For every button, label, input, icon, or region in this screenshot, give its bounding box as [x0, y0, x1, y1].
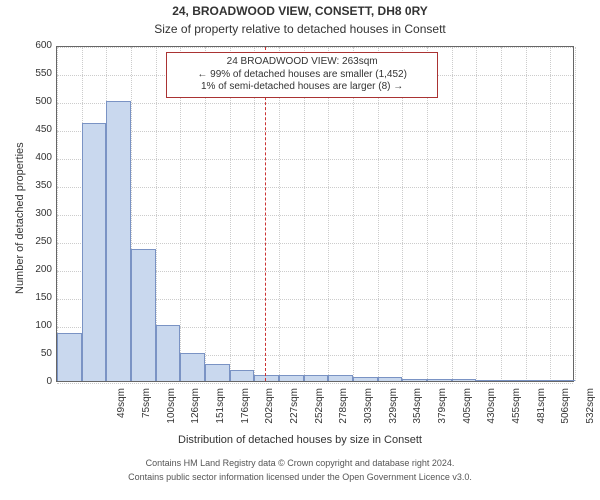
- x-tick-label: 151sqm: [215, 388, 226, 438]
- x-tick-label: 379sqm: [437, 388, 448, 438]
- histogram-bar: [328, 375, 353, 381]
- y-tick-label: 400: [22, 152, 52, 163]
- x-tick-label: 532sqm: [585, 388, 596, 438]
- gridline-v: [452, 47, 453, 381]
- histogram-bar: [353, 377, 378, 381]
- histogram-bar: [180, 353, 205, 381]
- gridline-v: [476, 47, 477, 381]
- x-tick-label: 278sqm: [338, 388, 349, 438]
- histogram-bar: [452, 379, 477, 381]
- histogram-bar: [230, 370, 255, 381]
- y-tick-label: 250: [22, 236, 52, 247]
- chart-container: { "title_main": "24, BROADWOOD VIEW, CON…: [0, 0, 600, 500]
- annotation-box: 24 BROADWOOD VIEW: 263sqm← 99% of detach…: [166, 52, 438, 98]
- annotation-line: ← 99% of detached houses are smaller (1,…: [173, 69, 431, 82]
- y-tick-label: 50: [22, 348, 52, 359]
- gridline-h: [57, 159, 573, 160]
- gridline-v: [550, 47, 551, 381]
- gridline-v: [575, 47, 576, 381]
- gridline-h: [57, 47, 573, 48]
- gridline-h: [57, 215, 573, 216]
- histogram-bar: [57, 333, 82, 381]
- x-tick-label: 354sqm: [412, 388, 423, 438]
- x-tick-label: 100sqm: [166, 388, 177, 438]
- histogram-bar: [476, 380, 501, 381]
- histogram-bar: [526, 380, 551, 381]
- x-tick-label: 126sqm: [190, 388, 201, 438]
- histogram-bar: [501, 380, 526, 381]
- x-tick-label: 252sqm: [314, 388, 325, 438]
- footer-line-1: Contains HM Land Registry data © Crown c…: [0, 458, 600, 468]
- histogram-bar: [550, 380, 575, 381]
- gridline-v: [526, 47, 527, 381]
- x-tick-label: 49sqm: [116, 388, 127, 438]
- x-tick-label: 303sqm: [363, 388, 374, 438]
- gridline-h: [57, 383, 573, 384]
- gridline-v: [57, 47, 58, 381]
- histogram-bar: [279, 375, 304, 381]
- y-tick-label: 550: [22, 68, 52, 79]
- gridline-h: [57, 187, 573, 188]
- y-tick-label: 600: [22, 40, 52, 51]
- y-tick-label: 200: [22, 264, 52, 275]
- x-tick-label: 176sqm: [240, 388, 251, 438]
- x-axis-label: Distribution of detached houses by size …: [0, 434, 600, 446]
- histogram-bar: [427, 379, 452, 381]
- x-tick-label: 481sqm: [536, 388, 547, 438]
- y-tick-label: 450: [22, 124, 52, 135]
- x-tick-label: 430sqm: [486, 388, 497, 438]
- gridline-v: [501, 47, 502, 381]
- chart-title-main: 24, BROADWOOD VIEW, CONSETT, DH8 0RY: [0, 4, 600, 18]
- histogram-bar: [304, 375, 329, 381]
- x-tick-label: 227sqm: [289, 388, 300, 438]
- y-tick-label: 150: [22, 292, 52, 303]
- y-tick-label: 350: [22, 180, 52, 191]
- x-tick-label: 455sqm: [511, 388, 522, 438]
- x-tick-label: 202sqm: [264, 388, 275, 438]
- histogram-bar: [205, 364, 230, 381]
- y-tick-label: 100: [22, 320, 52, 331]
- histogram-bar: [254, 375, 279, 381]
- histogram-bar: [106, 101, 131, 381]
- annotation-line: 1% of semi-detached houses are larger (8…: [173, 81, 431, 94]
- histogram-bar: [156, 325, 181, 381]
- x-tick-label: 506sqm: [560, 388, 571, 438]
- histogram-bar: [402, 379, 427, 381]
- x-tick-label: 329sqm: [388, 388, 399, 438]
- gridline-h: [57, 103, 573, 104]
- footer-line-2: Contains public sector information licen…: [0, 472, 600, 482]
- histogram-bar: [131, 249, 156, 381]
- y-tick-label: 500: [22, 96, 52, 107]
- x-tick-label: 405sqm: [462, 388, 473, 438]
- histogram-bar: [82, 123, 107, 381]
- annotation-line: 24 BROADWOOD VIEW: 263sqm: [173, 56, 431, 69]
- chart-title-sub: Size of property relative to detached ho…: [0, 22, 600, 36]
- histogram-bar: [378, 377, 403, 381]
- x-tick-label: 75sqm: [141, 388, 152, 438]
- y-tick-label: 0: [22, 376, 52, 387]
- gridline-h: [57, 243, 573, 244]
- y-tick-label: 300: [22, 208, 52, 219]
- plot-area: 24 BROADWOOD VIEW: 263sqm← 99% of detach…: [56, 46, 574, 382]
- gridline-h: [57, 131, 573, 132]
